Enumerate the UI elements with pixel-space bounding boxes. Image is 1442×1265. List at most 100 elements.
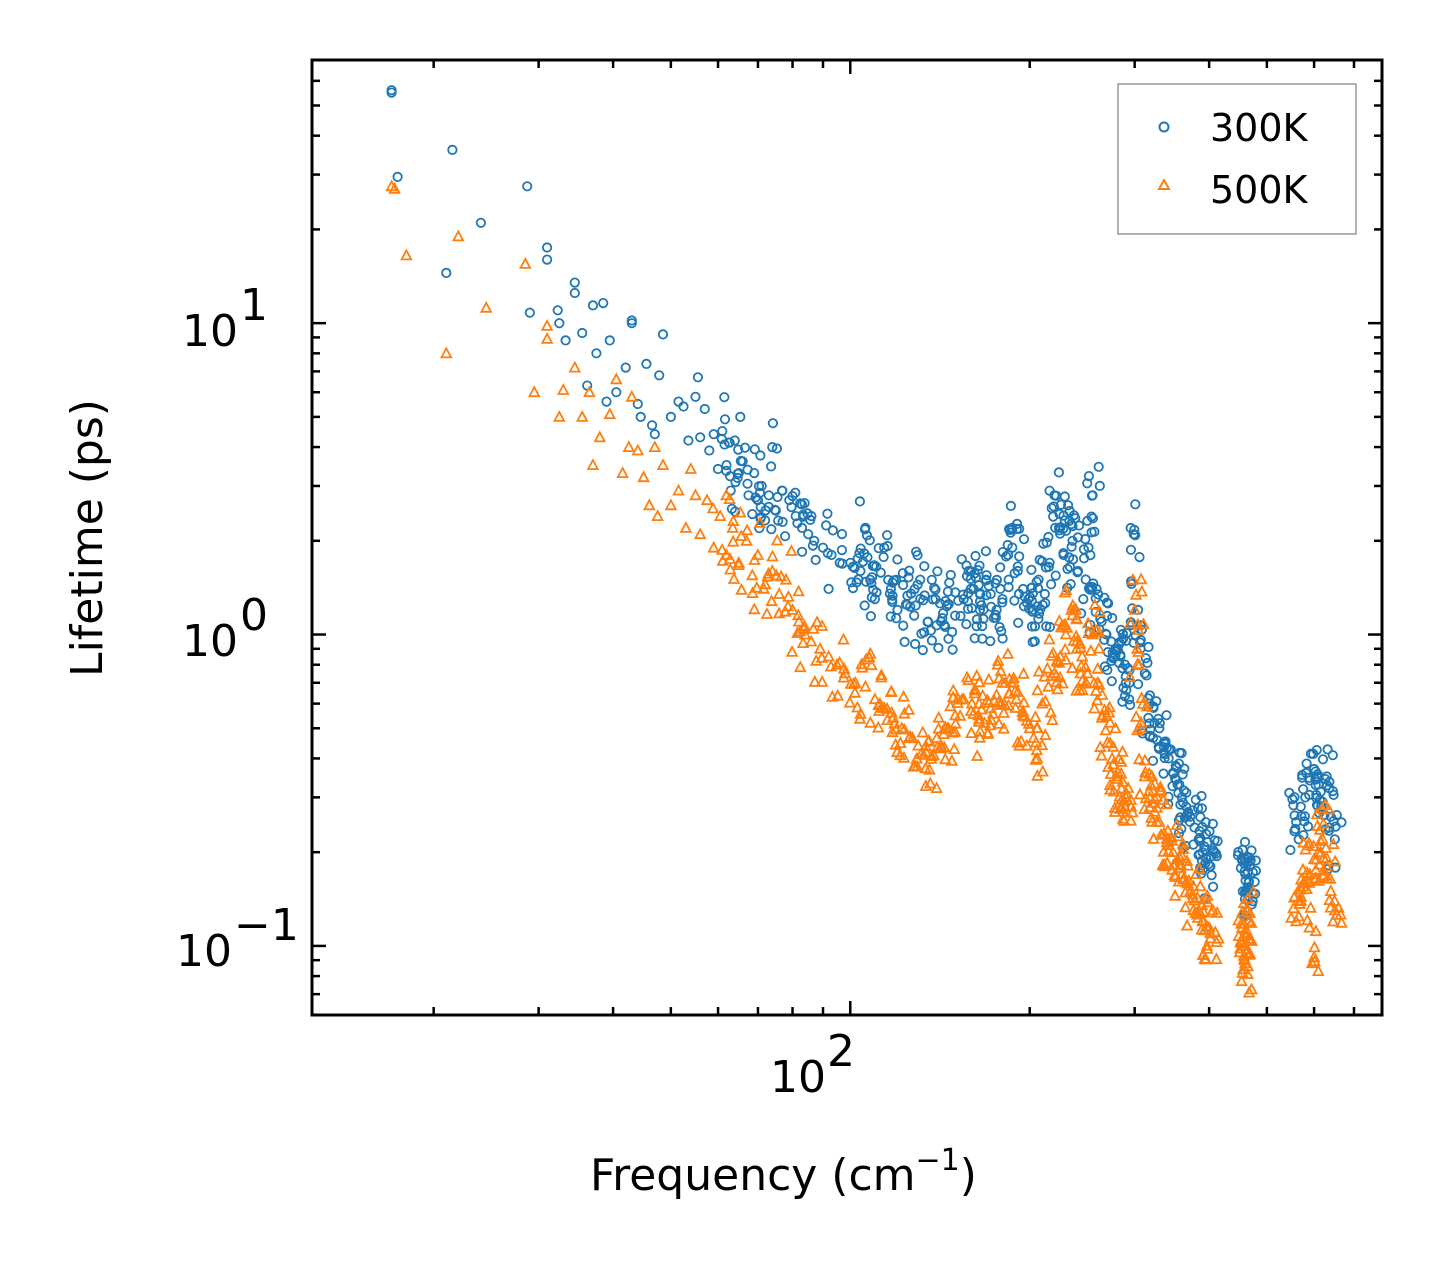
point-500k-129	[875, 668, 888, 681]
x-tick-label: 10	[770, 1052, 826, 1103]
point-300k-27	[635, 411, 646, 422]
point-500k-667	[1308, 954, 1322, 967]
point-300k-38	[692, 372, 704, 383]
point-500k-208	[951, 691, 965, 704]
point-300k-309	[1005, 527, 1016, 538]
point-300k-326	[1018, 601, 1030, 612]
point-300k-292	[1003, 574, 1014, 585]
point-500k-6	[519, 256, 532, 269]
point-500k-637	[1316, 832, 1329, 845]
point-500k-158	[902, 702, 916, 715]
point-500k-438	[1142, 766, 1156, 779]
point-500k-92	[804, 634, 818, 647]
point-500k-273	[1023, 721, 1037, 734]
point-300k-307	[1005, 500, 1017, 511]
point-500k-424	[1131, 617, 1145, 630]
point-300k-296	[997, 597, 1008, 608]
point-300k-382	[1058, 523, 1069, 534]
point-500k-613	[1300, 865, 1314, 878]
point-500k-232	[981, 726, 995, 738]
point-500k-123	[853, 711, 867, 724]
point-500k-96	[813, 641, 827, 654]
point-500k-30	[679, 520, 693, 533]
point-500k-413	[1128, 602, 1142, 615]
point-500k-1	[388, 181, 401, 194]
point-500k-342	[1076, 683, 1089, 696]
point-300k-286	[985, 635, 996, 647]
point-300k-290	[997, 593, 1008, 605]
point-500k-152	[898, 722, 911, 735]
point-500k-48	[732, 555, 746, 568]
point-500k-352	[1081, 616, 1095, 629]
point-500k-109	[837, 670, 850, 683]
point-500k-461	[1157, 793, 1170, 805]
point-500k-593	[1243, 906, 1257, 918]
point-300k-353	[1044, 557, 1055, 568]
point-500k-210	[965, 696, 979, 709]
point-500k-298	[1045, 648, 1058, 661]
point-500k-202	[941, 721, 955, 734]
point-500k-103	[815, 650, 829, 663]
point-500k-98	[808, 674, 822, 687]
point-300k-179	[898, 620, 909, 631]
point-500k-7	[528, 385, 541, 398]
point-300k-475	[1124, 694, 1135, 705]
point-300k-25	[626, 318, 637, 329]
point-500k-106	[837, 632, 850, 645]
point-500k-552	[1205, 905, 1218, 918]
point-300k-123	[822, 508, 833, 519]
point-500k-333	[1070, 611, 1083, 624]
point-500k-476	[1166, 845, 1180, 858]
point-500k-286	[1036, 764, 1050, 777]
point-300k-70	[747, 508, 758, 520]
point-300k-125	[827, 525, 839, 536]
point-500k-661	[1335, 915, 1348, 928]
point-300k-228	[939, 619, 950, 631]
point-500k-16	[593, 430, 607, 443]
point-500k-276	[1020, 738, 1034, 751]
point-500k-44	[726, 520, 739, 533]
x-axis-title: Frequency (cm−1)	[590, 1143, 977, 1201]
point-500k-65	[760, 607, 774, 619]
point-300k-39	[695, 432, 706, 443]
point-500k-46	[727, 514, 740, 526]
point-300k-47	[719, 414, 731, 425]
plot-frame	[310, 58, 1384, 1017]
point-500k-520	[1190, 890, 1204, 903]
point-500k-88	[798, 627, 812, 640]
y-tick-label-base-2: 10	[182, 306, 238, 357]
point-300k-40	[699, 403, 710, 415]
point-500k-9	[540, 331, 554, 344]
point-500k-91	[794, 660, 807, 673]
point-500k-289	[1030, 721, 1044, 734]
point-500k-597	[1284, 911, 1298, 923]
point-500k-409	[1126, 805, 1139, 818]
legend: 300K 500K	[1117, 83, 1357, 235]
point-500k-407	[1118, 800, 1132, 813]
point-300k-145	[859, 524, 871, 535]
point-500k-146	[885, 705, 898, 718]
point-300k-374	[1058, 549, 1069, 561]
point-300k-693	[1305, 748, 1317, 759]
point-500k-575	[1236, 962, 1250, 975]
point-300k-666	[1284, 787, 1295, 799]
point-500k-187	[938, 752, 952, 765]
point-500k-138	[872, 698, 885, 711]
point-300k-618	[1207, 818, 1219, 829]
point-500k-325	[1059, 583, 1073, 596]
point-500k-178	[925, 749, 938, 761]
point-500k-515	[1180, 918, 1194, 931]
point-500k-50	[732, 558, 746, 570]
point-300k-239	[947, 644, 958, 655]
point-500k-22	[631, 443, 645, 456]
point-300k-308	[1014, 523, 1025, 534]
point-500k-369	[1092, 677, 1106, 690]
point-500k-638	[1310, 807, 1324, 820]
point-500k-414	[1134, 572, 1148, 585]
point-500k-87	[785, 644, 799, 657]
point-300k-55	[721, 465, 732, 476]
point-300k-240	[944, 577, 955, 588]
point-500k-618	[1304, 900, 1318, 913]
point-500k-13	[575, 409, 589, 422]
point-300k-608	[1204, 861, 1215, 872]
